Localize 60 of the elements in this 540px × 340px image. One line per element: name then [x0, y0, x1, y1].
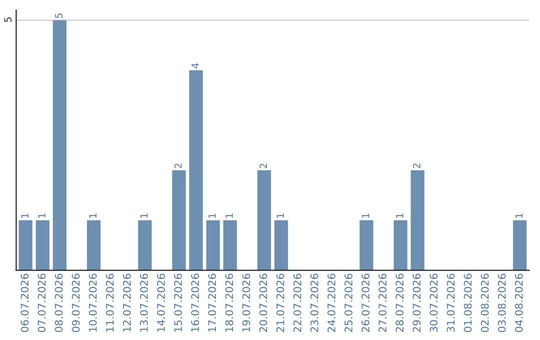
x-tick-label: 28.07.2026	[396, 274, 404, 332]
bar	[394, 220, 408, 270]
x-tick-label: 08.07.2026	[54, 274, 63, 332]
x-tick-label: 21.07.2026	[276, 274, 284, 332]
bar	[223, 220, 237, 270]
x-tick-label: 23.07.2026	[310, 274, 318, 332]
data-label: 1	[226, 214, 233, 218]
data-label: 1	[396, 214, 404, 218]
bar	[52, 20, 66, 270]
x-tick-label: 18.07.2026	[225, 274, 234, 332]
x-tick-label: 11.07.2026	[106, 274, 114, 332]
x-tick-label: 30.07.2026	[430, 274, 438, 332]
x-tick-label: 22.07.2026	[293, 274, 302, 332]
data-label: 5	[55, 13, 62, 18]
x-tick-label: 31.07.2026	[446, 274, 455, 332]
bar	[257, 170, 271, 270]
bar	[86, 220, 101, 270]
data-label: 2	[174, 164, 182, 168]
x-tick-label: 10.07.2026	[88, 274, 97, 332]
data-label: 1	[89, 214, 96, 218]
x-tick-label: 02.08.2026	[480, 274, 489, 332]
x-tick-label: 27.07.2026	[378, 274, 387, 332]
x-tick-label: 19.07.2026	[242, 274, 250, 332]
x-tick-label: 25.07.2026	[344, 274, 352, 332]
data-label: 1	[21, 214, 28, 218]
x-tick-label: 13.07.2026	[140, 274, 148, 332]
data-label: 2	[260, 164, 267, 168]
x-tick-label: 26.07.2026	[362, 274, 370, 332]
bar	[360, 220, 374, 270]
x-tick-label: 29.07.2026	[412, 274, 421, 332]
x-tick-label: 16.07.2026	[191, 274, 200, 332]
x-tick-label: 20.07.2026	[259, 274, 268, 332]
data-label: 4	[192, 63, 199, 68]
x-tick-label: 24.07.2026	[327, 274, 336, 332]
data-label: 1	[140, 214, 148, 218]
data-label: 1	[515, 214, 523, 218]
bar	[189, 70, 203, 270]
bar	[36, 220, 50, 270]
data-label: 1	[208, 214, 216, 218]
x-tick-label: 14.07.2026	[157, 274, 165, 332]
bar	[410, 170, 424, 270]
x-tick-label: 15.07.2026	[174, 274, 182, 332]
data-label: 1	[38, 214, 46, 218]
bar	[513, 220, 527, 270]
bar	[138, 220, 152, 270]
data-label: 1	[362, 214, 370, 218]
bar	[18, 220, 32, 270]
x-tick-label: 09.07.2026	[72, 274, 80, 332]
data-label: 1	[276, 214, 284, 218]
x-tick-label: 03.08.2026	[498, 274, 506, 332]
bar	[274, 220, 288, 270]
x-tick-label: 01.08.2026	[464, 274, 472, 332]
x-tick-label: 12.07.2026	[122, 274, 131, 332]
x-tick-label: 07.07.2026	[38, 274, 46, 332]
x-tick-label: 04.08.2026	[514, 274, 523, 332]
bar	[172, 170, 186, 270]
bar	[206, 220, 220, 270]
x-tick-label: 17.07.2026	[208, 274, 216, 332]
data-label: 2	[413, 164, 420, 168]
x-tick-label: 06.07.2026	[20, 274, 29, 332]
